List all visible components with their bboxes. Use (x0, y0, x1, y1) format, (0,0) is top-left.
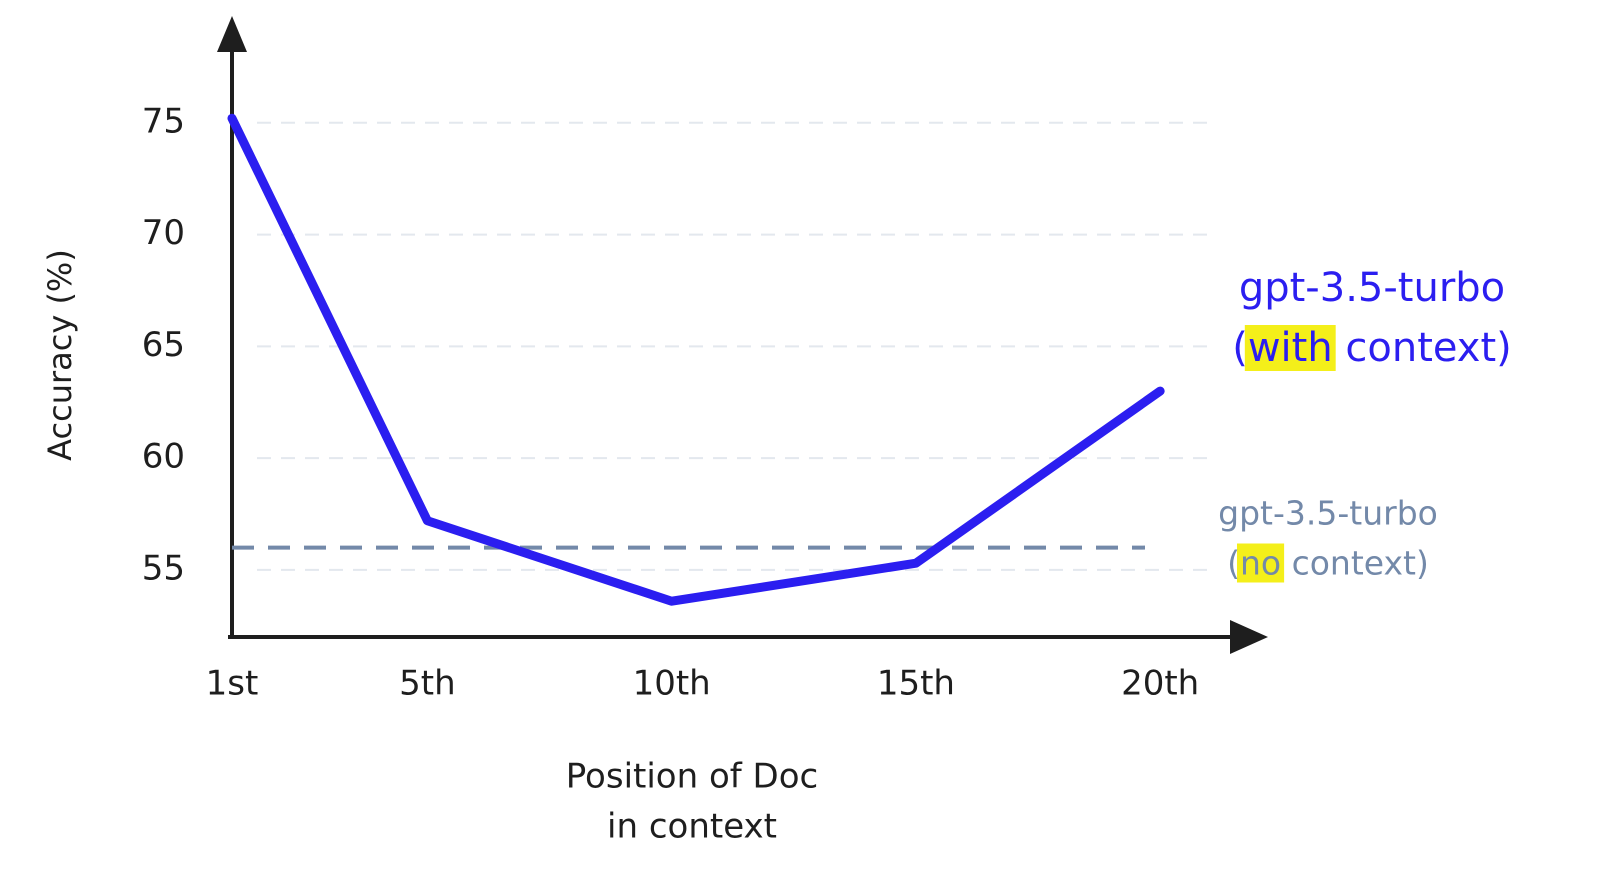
legend-label: gpt-3.5-turbo (1239, 265, 1505, 311)
y-axis-label: Accuracy (%) (41, 249, 79, 461)
x-tick-label: 5th (399, 664, 456, 704)
highlight (1244, 325, 1336, 371)
y-axis-arrow (217, 16, 247, 52)
y-tick-label: 70 (142, 213, 185, 253)
x-axis-label: Position of Doc (566, 757, 818, 797)
y-tick-label: 60 (142, 437, 185, 477)
y-tick-label: 65 (142, 325, 185, 365)
x-tick-label: 20th (1121, 664, 1199, 704)
legend-label: gpt-3.5-turbo (1218, 494, 1438, 533)
legend-label: (with context) (1232, 325, 1512, 371)
y-tick-label: 55 (142, 548, 185, 588)
x-axis-label: in context (607, 807, 777, 847)
series-line (227, 113, 1165, 606)
x-axis-arrow (1230, 620, 1268, 654)
x-tick-label: 1st (206, 664, 259, 704)
x-tick-label: 10th (633, 664, 711, 704)
legend-label: (no context) (1227, 544, 1429, 583)
x-tick-label: 15th (877, 664, 955, 704)
y-tick-label: 75 (142, 101, 185, 141)
highlight (1236, 543, 1285, 583)
